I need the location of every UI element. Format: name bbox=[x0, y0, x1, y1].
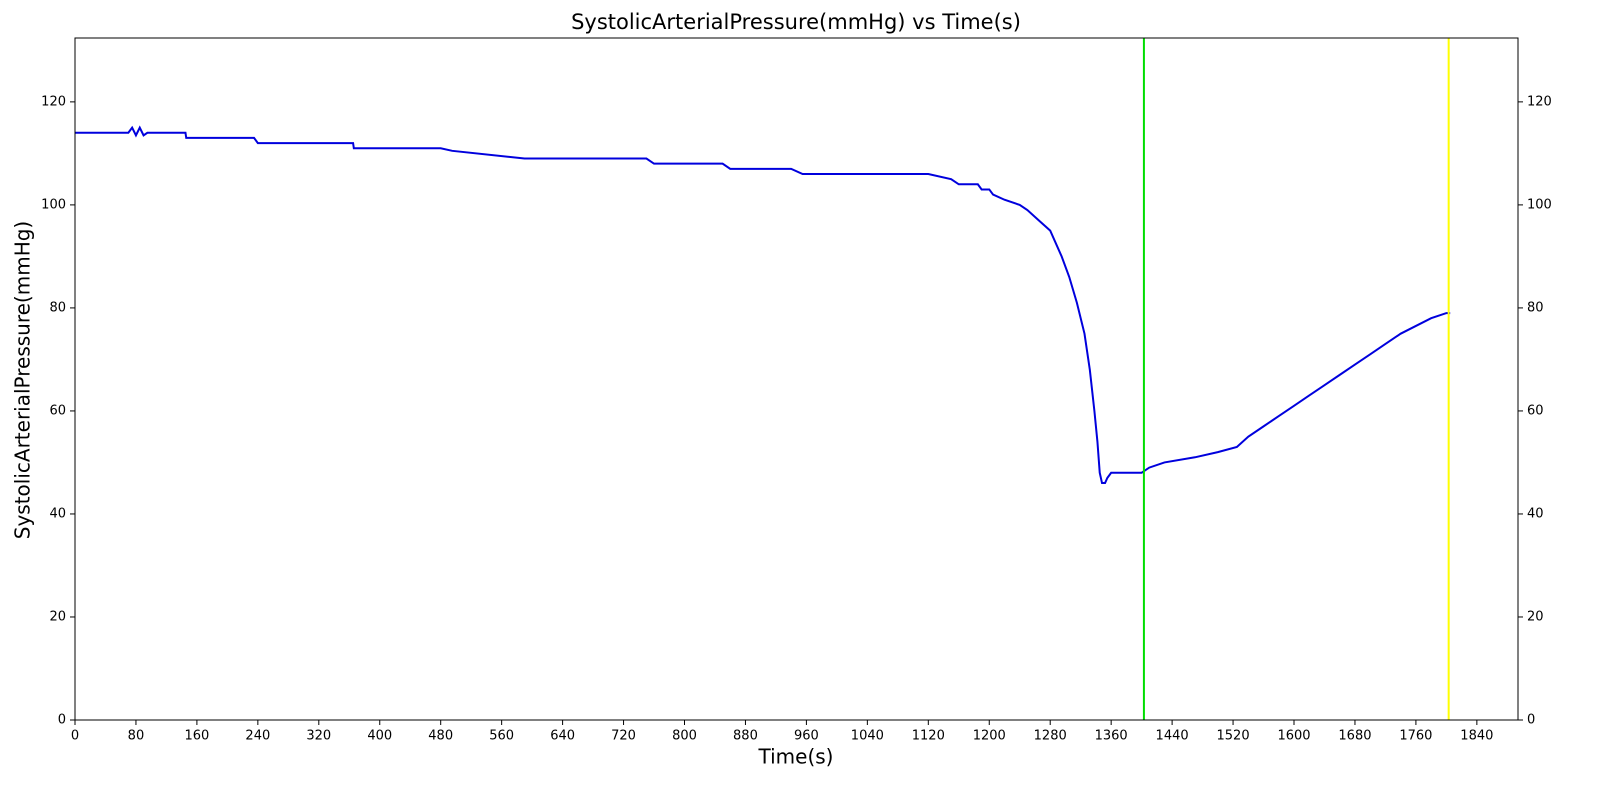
x-tick-label: 400 bbox=[367, 729, 392, 744]
x-tick-label: 1520 bbox=[1217, 729, 1250, 744]
x-tick-label: 1200 bbox=[973, 729, 1006, 744]
y-tick-label: 40 bbox=[49, 506, 66, 521]
y2-tick-label: 20 bbox=[1527, 609, 1544, 624]
x-axis-label: Time(s) bbox=[758, 745, 834, 769]
x-tick-label: 1680 bbox=[1338, 729, 1371, 744]
x-tick-label: 1840 bbox=[1460, 729, 1493, 744]
x-tick-label: 320 bbox=[306, 729, 331, 744]
x-tick-label: 560 bbox=[489, 729, 514, 744]
line-series bbox=[75, 125, 1451, 485]
x-tick-label: 0 bbox=[71, 729, 79, 744]
y-tick-label: 20 bbox=[49, 609, 66, 624]
y2-tick-label: 0 bbox=[1527, 713, 1535, 728]
x-tick-label: 1760 bbox=[1399, 729, 1432, 744]
y2-tick-label: 60 bbox=[1527, 403, 1544, 418]
x-tick-label: 1120 bbox=[912, 729, 945, 744]
x-tick-label: 640 bbox=[550, 729, 575, 744]
x-tick-label: 960 bbox=[794, 729, 819, 744]
x-tick-label: 1280 bbox=[1034, 729, 1067, 744]
y-tick-label: 80 bbox=[49, 300, 66, 315]
x-tick-label: 1600 bbox=[1277, 729, 1310, 744]
x-tick-label: 1360 bbox=[1095, 729, 1128, 744]
x-tick-label: 1040 bbox=[851, 729, 884, 744]
y-tick-label: 100 bbox=[41, 197, 66, 212]
x-tick-label: 160 bbox=[184, 729, 209, 744]
y-tick-label: 120 bbox=[41, 94, 66, 109]
y2-tick-label: 80 bbox=[1527, 300, 1544, 315]
y2-tick-label: 40 bbox=[1527, 506, 1544, 521]
x-tick-label: 240 bbox=[245, 729, 270, 744]
y2-tick-label: 100 bbox=[1527, 197, 1552, 212]
x-tick-label: 80 bbox=[128, 729, 145, 744]
chart-title: SystolicArterialPressure(mmHg) vs Time(s… bbox=[571, 10, 1021, 34]
y-tick-label: 60 bbox=[49, 403, 66, 418]
x-tick-label: 480 bbox=[428, 729, 453, 744]
x-tick-label: 880 bbox=[733, 729, 758, 744]
x-tick-label: 1440 bbox=[1156, 729, 1189, 744]
y2-tick-label: 120 bbox=[1527, 94, 1552, 109]
plot-frame bbox=[74, 37, 1519, 721]
y-tick-label: 0 bbox=[58, 713, 66, 728]
x-tick-label: 720 bbox=[611, 729, 636, 744]
y-axis-label: SystolicArterialPressure(mmHg) bbox=[11, 221, 35, 540]
x-tick-label: 800 bbox=[672, 729, 697, 744]
